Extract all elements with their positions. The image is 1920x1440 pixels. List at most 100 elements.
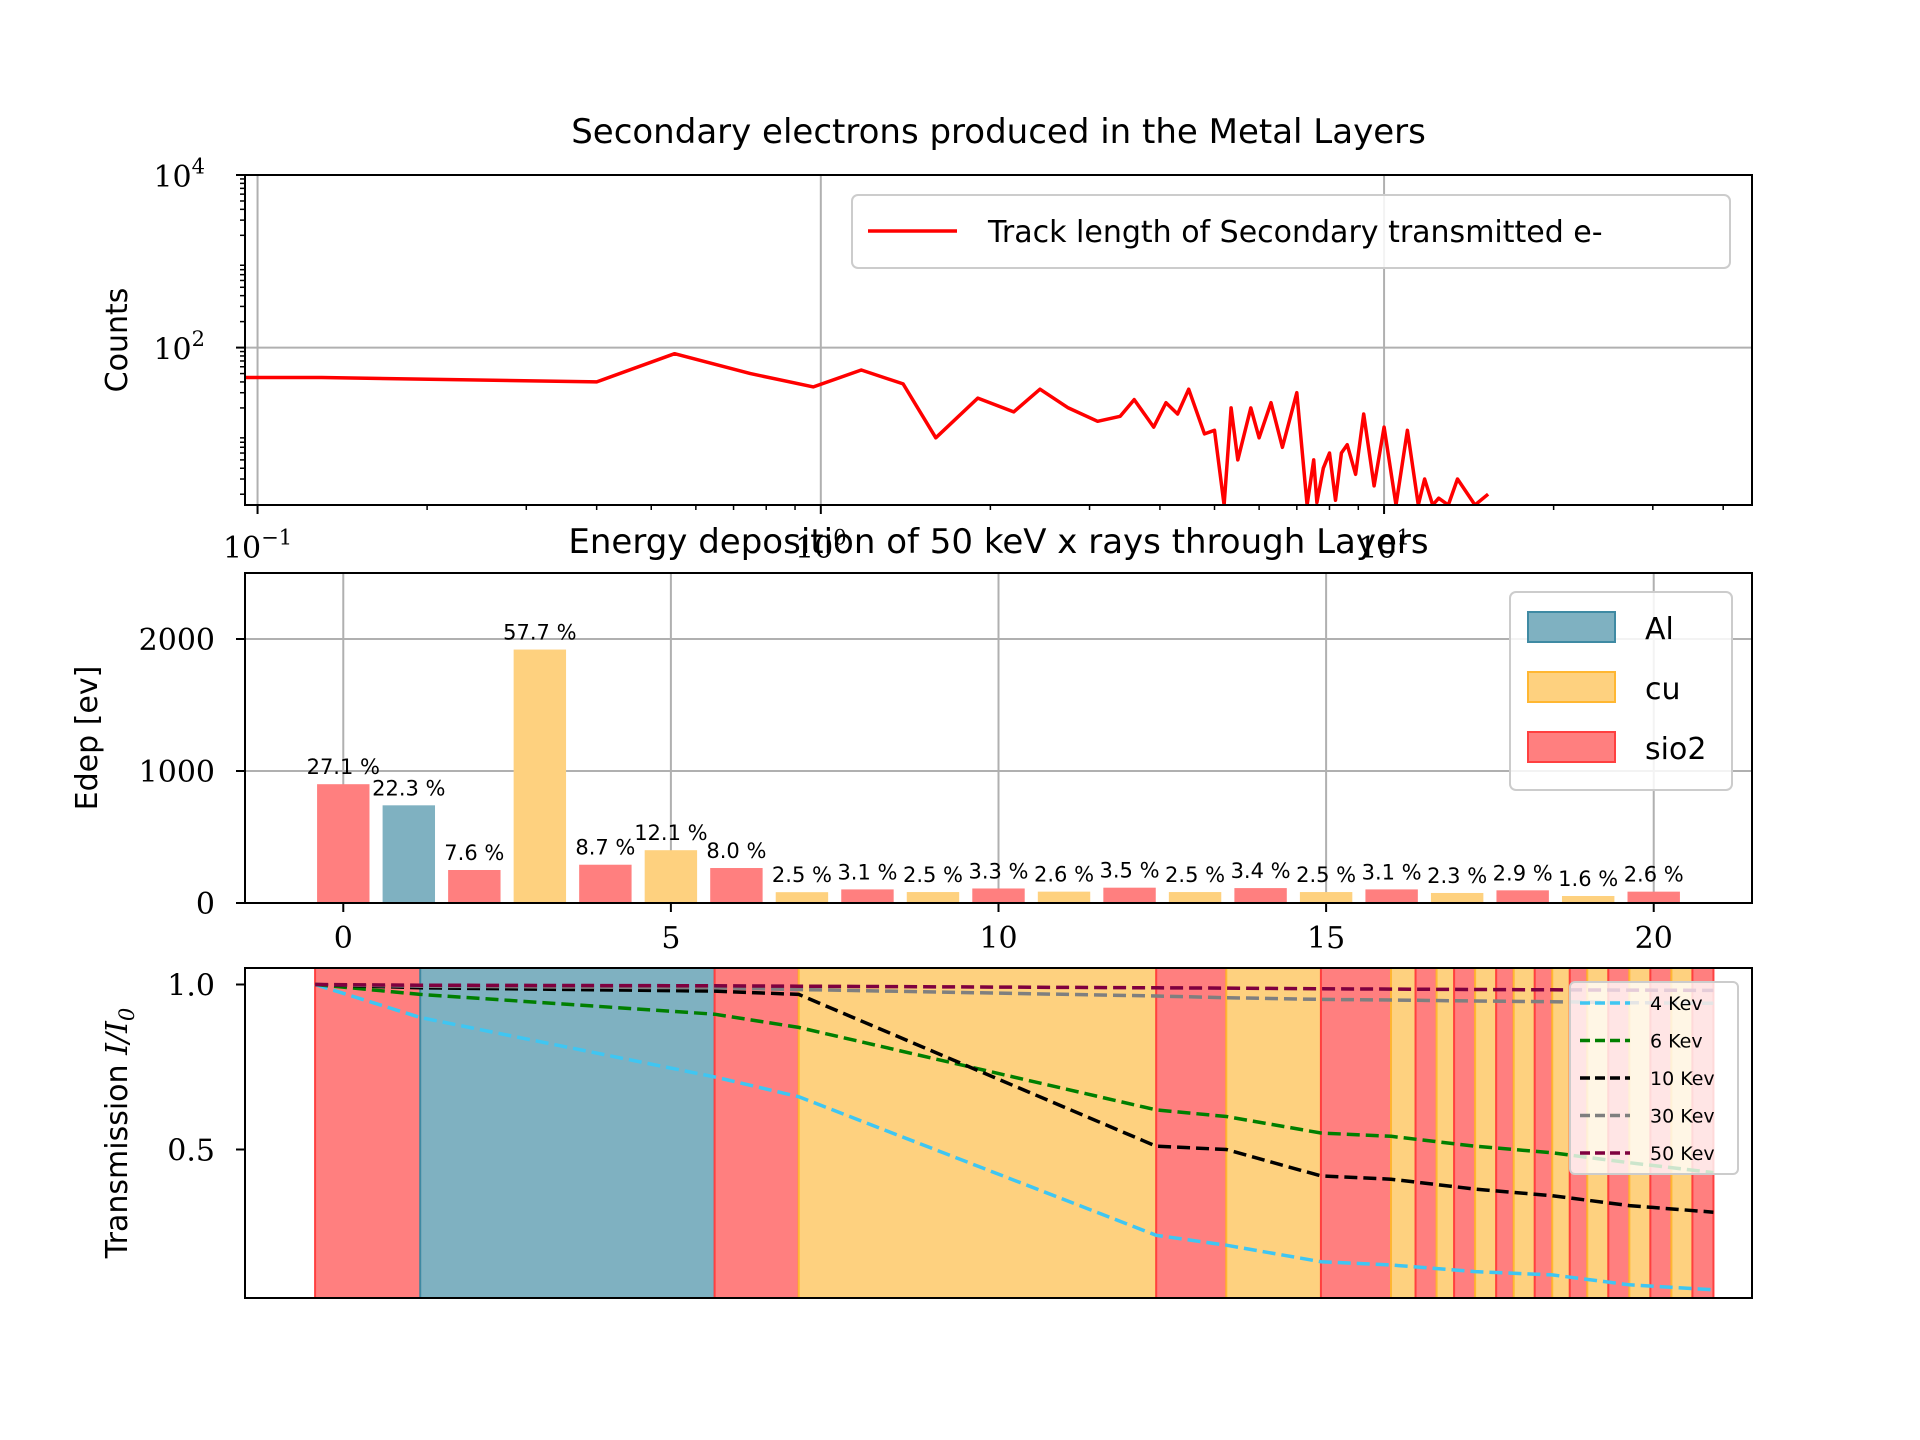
tick-base: 10 [795, 531, 833, 566]
bar-percent-label: 8.0 % [706, 839, 766, 863]
chart-title: Secondary electrons produced in the Meta… [571, 112, 1426, 152]
bar-sio2-8 [841, 889, 894, 903]
legend-swatch-sio2 [1527, 731, 1616, 763]
tick-base: 10 [153, 333, 191, 368]
bar-percent-label: 3.1 % [1362, 860, 1422, 884]
bar-percent-label: 2.5 % [1296, 863, 1356, 887]
bar-percent-label: 2.9 % [1493, 861, 1553, 885]
series-line-10-kev [315, 982, 1714, 1214]
legend-label-30-kev: 30 Kev [1650, 1106, 1715, 1128]
bar-cu-19 [1561, 896, 1615, 903]
y-tick-label: 2000 [139, 623, 215, 658]
legend-swatch-al [1527, 611, 1616, 643]
layer-band-cu [1551, 967, 1571, 1299]
layer-band-sio2 [713, 967, 800, 1299]
legend-box [1569, 981, 1739, 1175]
series-line-50-kev [315, 982, 1714, 993]
series-line-6-kev [314, 982, 1714, 1175]
legend-swatch-cu [1527, 671, 1616, 703]
y-axis-label-math: I/I [100, 1020, 135, 1056]
legend-label-track-length: Track length of Secondary transmitted e- [987, 215, 1603, 250]
layer-band-cu [797, 967, 1158, 1299]
bar-percent-label: 3.5 % [1100, 859, 1160, 883]
bar-percent-label: 2.6 % [1624, 863, 1684, 887]
chart-title: Energy deposition of 50 keV x rays throu… [568, 522, 1428, 562]
bar-cu-7 [775, 892, 829, 903]
x-tick-label: 20 [1635, 921, 1673, 956]
layer-band-sio2 [1495, 967, 1515, 1299]
y-tick-label: 1.0 [167, 969, 215, 1004]
y-tick-label: 0 [196, 887, 215, 922]
layer-band-sio2 [1533, 967, 1554, 1299]
y-tick-label: 102 [153, 327, 205, 368]
tick-base: 10 [153, 160, 191, 195]
bar-cu-13 [1168, 892, 1222, 903]
bar-sio2-4 [579, 864, 632, 903]
legend-label-6-kev: 6 Kev [1650, 1031, 1703, 1053]
layer-band-cu [1474, 967, 1498, 1299]
axes-frame [244, 174, 1753, 506]
layer-band-cu [1225, 967, 1322, 1299]
axes-frame [244, 967, 1753, 1299]
bar-percent-label: 1.6 % [1558, 867, 1618, 891]
bar-percent-label: 12.1 % [634, 821, 707, 845]
layer-band-sio2 [1453, 967, 1477, 1299]
bar-percent-label: 3.3 % [968, 859, 1028, 883]
bar-percent-label: 2.5 % [903, 863, 963, 887]
bar-sio2-0 [317, 784, 370, 903]
legend: Al cu sio2 [1509, 591, 1733, 791]
tick-exponent: 4 [192, 155, 205, 179]
legend-label-al: Al [1645, 612, 1674, 647]
bar-sio2-10 [972, 888, 1025, 903]
bar-sio2-16 [1365, 889, 1418, 903]
tick-exponent: 0 [833, 526, 846, 550]
bar-percent-label: 8.7 % [575, 836, 635, 860]
bar-percent-label: 22.3 % [372, 776, 445, 800]
bar-percent-label: 2.5 % [772, 863, 832, 887]
bar-percent-label: 3.1 % [837, 860, 897, 884]
x-tick-label: 10 [979, 921, 1017, 956]
layer-band-al [419, 967, 716, 1299]
tick-base: 10 [1358, 531, 1396, 566]
bar-percent-label: 7.6 % [444, 841, 504, 865]
bar-cu-17 [1430, 892, 1484, 903]
y-axis-label: Edep [ev] [70, 666, 105, 811]
series-line-30-kev [315, 982, 1714, 1006]
y-tick-label: 0.5 [167, 1134, 215, 1169]
layer-band-sio2 [1155, 967, 1228, 1299]
y-axis-label-text: Transmission [100, 1055, 135, 1259]
tick-exponent: −1 [261, 526, 292, 550]
y-tick-label: 1000 [139, 755, 215, 790]
bar-cu-9 [906, 892, 960, 903]
x-tick-label: 5 [661, 921, 680, 956]
bar-sio2-20 [1627, 891, 1680, 903]
energy-deposition-panel: 27.1 %22.3 %7.6 %57.7 %8.7 %12.1 %8.0 %2… [70, 522, 1753, 956]
bar-percent-label: 2.3 % [1427, 864, 1487, 888]
bar-cu-11 [1037, 891, 1091, 903]
layer-band-sio2 [1414, 967, 1438, 1299]
bar-cu-15 [1299, 892, 1353, 903]
bar-sio2-2 [448, 870, 501, 903]
tick-base: 10 [223, 531, 261, 566]
bar-cu-3 [513, 649, 567, 903]
layer-band-sio2 [314, 967, 422, 1299]
legend-box [851, 194, 1731, 269]
bar-percent-label: 3.4 % [1231, 859, 1291, 883]
y-axis-label: Transmission I/I0 [100, 1008, 139, 1260]
x-tick-label: 101 [1358, 526, 1410, 567]
legend: 4 Kev 6 Kev 10 Kev 30 Kev 50 Kev [1569, 981, 1739, 1175]
x-tick-label: 100 [795, 526, 847, 567]
layer-band-cu [1512, 967, 1536, 1299]
bar-cu-5 [644, 850, 698, 903]
x-tick-label: 10−1 [223, 526, 292, 567]
tick-exponent: 2 [192, 327, 205, 351]
bar-sio2-12 [1103, 887, 1156, 903]
legend-label-cu: cu [1645, 672, 1681, 707]
bar-sio2-6 [710, 868, 763, 903]
bar-percent-label: 27.1 % [307, 755, 380, 779]
y-tick-label: 104 [153, 155, 205, 196]
bar-sio2-18 [1496, 890, 1549, 903]
legend-label-4-kev: 4 Kev [1650, 993, 1703, 1015]
